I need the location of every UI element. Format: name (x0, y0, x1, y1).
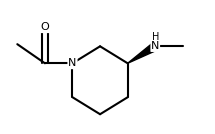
Text: H: H (152, 32, 159, 42)
Polygon shape (128, 43, 157, 63)
Text: N: N (68, 58, 77, 68)
Text: N: N (151, 41, 160, 51)
Text: O: O (40, 22, 49, 32)
